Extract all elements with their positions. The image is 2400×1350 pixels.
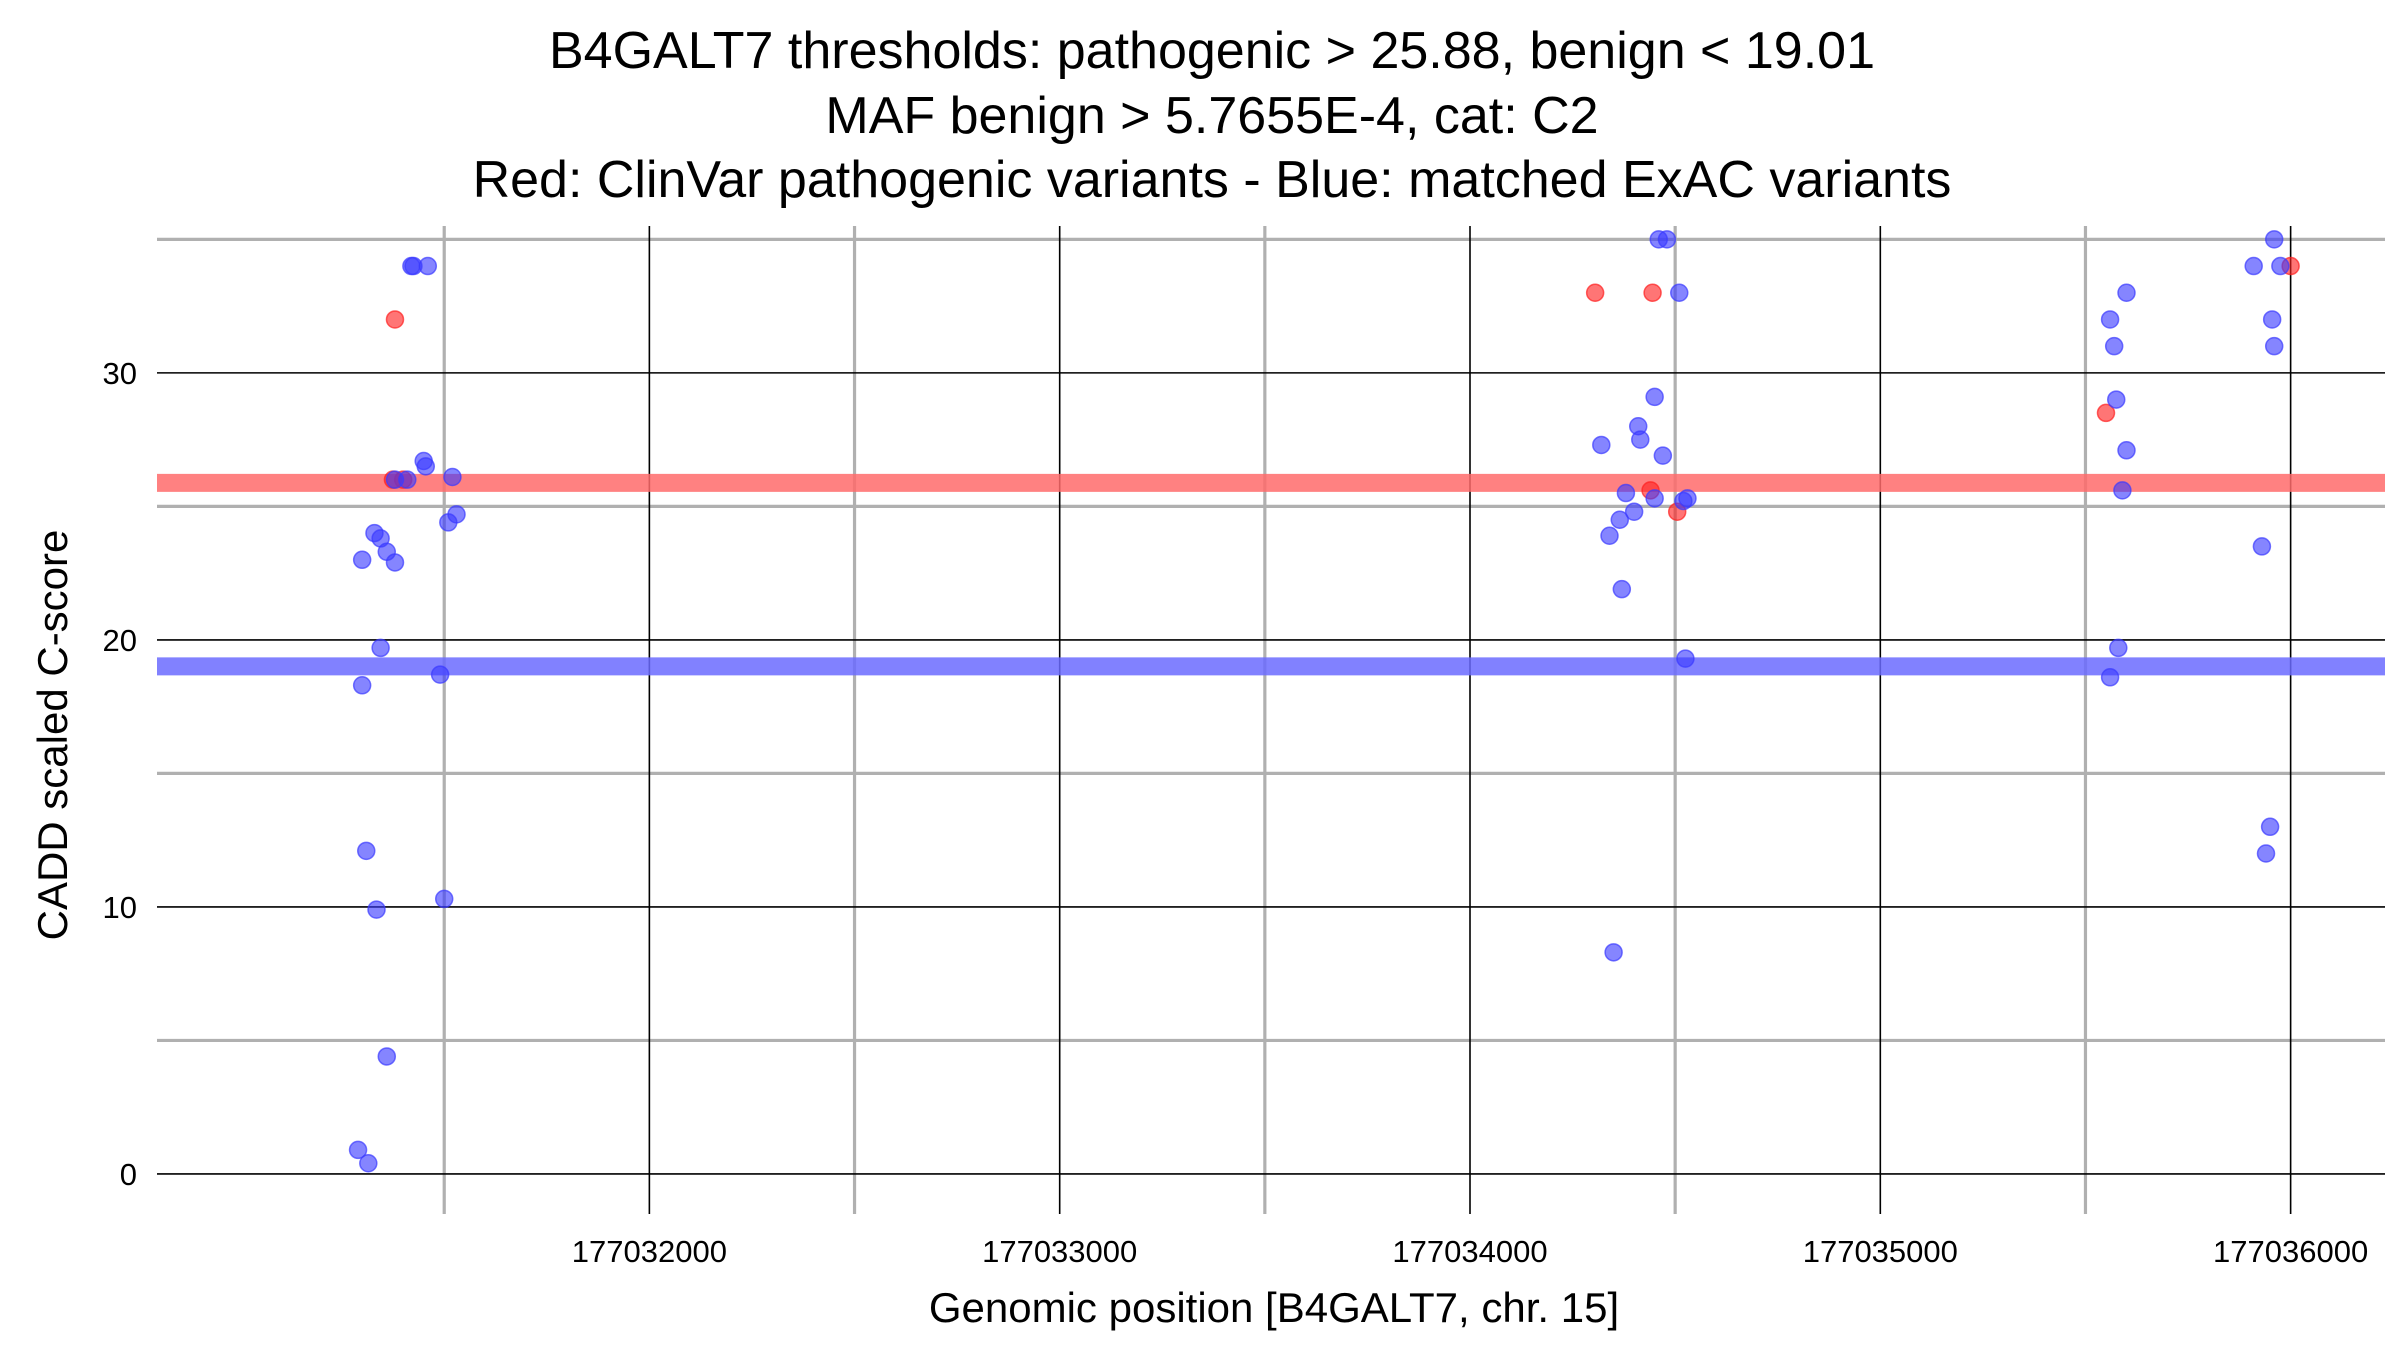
- exac-point: [1624, 502, 1644, 521]
- x-axis-title: Genomic position [B4GALT7, chr. 15]: [929, 1284, 1619, 1331]
- chart-title: B4GALT7 thresholds: pathogenic > 25.88, …: [473, 22, 1952, 209]
- minor-gridlines: [157, 226, 2385, 1214]
- exac-point: [1657, 230, 1677, 249]
- exac-point: [439, 513, 458, 532]
- exac-point: [434, 889, 454, 909]
- y-axis-ticks: 0 10 20 30: [103, 356, 137, 1192]
- y-tick-label: 10: [103, 890, 137, 925]
- exac-point: [2117, 441, 2136, 460]
- y-tick-label: 0: [120, 1157, 137, 1192]
- exac-point: [2113, 481, 2132, 500]
- exac-point: [357, 841, 376, 861]
- clinvar-point: [385, 310, 405, 329]
- exac-point: [2117, 283, 2136, 303]
- exac-point: [1610, 510, 1630, 529]
- exac-point: [1592, 435, 1611, 455]
- exac-point: [371, 638, 390, 658]
- y-axis-title: CADD scaled C-score: [29, 530, 76, 941]
- exac-point: [1616, 483, 1636, 503]
- exac-point: [1670, 283, 1689, 303]
- data-points: [348, 230, 2300, 1173]
- exac-point: [418, 256, 438, 276]
- exac-point: [430, 665, 450, 684]
- exac-point: [377, 1047, 397, 1066]
- exac-point: [2264, 336, 2284, 356]
- exac-point: [1653, 446, 1673, 465]
- exac-point: [398, 470, 417, 489]
- exac-point: [2106, 390, 2126, 409]
- exac-point: [1645, 489, 1664, 508]
- threshold-lines: [157, 473, 2385, 676]
- clinvar-point: [1585, 283, 1605, 303]
- exac-point: [367, 900, 386, 919]
- x-tick-label: 177036000: [2213, 1234, 2368, 1269]
- exac-point: [1645, 387, 1664, 407]
- exac-point: [1676, 649, 1695, 668]
- major-gridlines: [157, 226, 2385, 1214]
- clinvar-point: [2096, 403, 2116, 423]
- y-tick-label: 30: [103, 356, 137, 391]
- exac-point: [1604, 943, 1623, 962]
- exac-point: [352, 550, 372, 570]
- exac-point: [1678, 489, 1697, 508]
- title-line-1: B4GALT7 thresholds: pathogenic > 25.88, …: [549, 22, 1875, 80]
- exac-point: [2244, 256, 2263, 276]
- title-line-2: MAF benign > 5.7655E-4, cat: C2: [825, 87, 1598, 145]
- clinvar-point: [1643, 283, 1662, 303]
- y-tick-label: 20: [103, 623, 137, 658]
- exac-point: [2262, 310, 2282, 329]
- exac-point: [1600, 526, 1619, 546]
- exac-point: [2264, 230, 2284, 249]
- x-axis-ticks: 177032000 177033000 177034000 177035000 1770…: [572, 1234, 2368, 1269]
- exac-point: [416, 457, 436, 476]
- exac-point: [2100, 668, 2120, 687]
- exac-point: [352, 676, 372, 695]
- title-line-3: Red: ClinVar pathogenic variants - Blue:…: [473, 151, 1952, 209]
- exac-point: [1631, 430, 1650, 449]
- exac-point: [348, 1140, 368, 1160]
- x-tick-label: 177033000: [982, 1234, 1137, 1269]
- exac-point: [2100, 310, 2120, 329]
- exac-point: [2260, 817, 2280, 837]
- exac-point: [359, 1154, 378, 1173]
- exac-point: [385, 553, 405, 572]
- x-tick-label: 177032000: [572, 1234, 727, 1269]
- exac-point: [2104, 336, 2124, 356]
- x-tick-label: 177034000: [1392, 1234, 1547, 1269]
- exac-point: [2256, 844, 2276, 863]
- exac-point: [443, 467, 462, 487]
- exac-point: [2252, 537, 2272, 556]
- x-tick-label: 177035000: [1803, 1234, 1958, 1269]
- exac-point: [2271, 256, 2290, 276]
- exac-point: [1612, 579, 1632, 599]
- exac-point: [2109, 638, 2128, 658]
